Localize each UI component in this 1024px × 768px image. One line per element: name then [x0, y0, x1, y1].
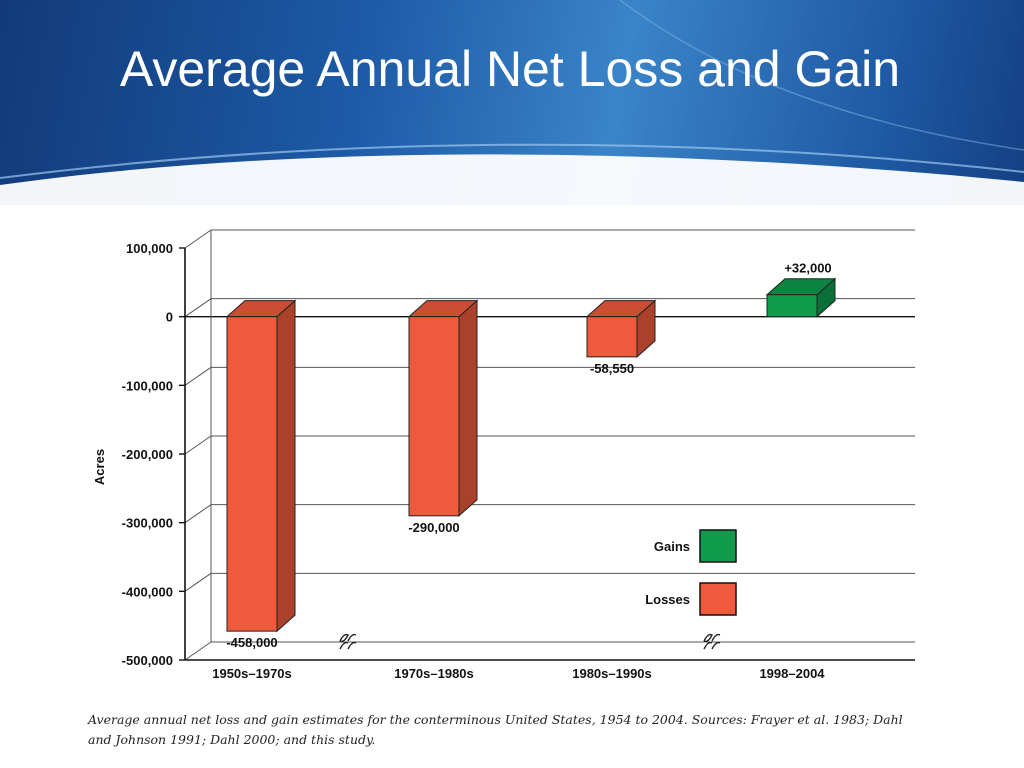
axis-break-mark [703, 633, 721, 643]
gridline-depth [184, 435, 212, 455]
header-swoosh [0, 0, 1024, 205]
bar-chart: 100,000 0 -100,000 -200,000 -300,000 -400,000… [92, 229, 915, 681]
chart-area: 100,000 0 -100,000 -200,000 -300,000 -400,000… [0, 205, 1024, 705]
y-tick-label: -100,000 [122, 378, 173, 393]
bar-side [276, 299, 296, 633]
gridline-depth [184, 298, 212, 318]
axis-break-mark [339, 641, 357, 650]
y-tick-label: -500,000 [122, 653, 173, 668]
bar-side [458, 299, 478, 517]
gridline-depth [184, 641, 212, 661]
gridline-depth [184, 572, 212, 592]
gridline-depth [184, 366, 212, 386]
bar [586, 316, 638, 358]
x-tick-label: 1998–2004 [759, 666, 825, 681]
x-tick-label: 1950s–1970s [212, 666, 292, 681]
data-label: +32,000 [784, 261, 831, 276]
legend-swatch [699, 582, 737, 616]
y-tick-label: -300,000 [122, 516, 173, 531]
x-tick-label: 1980s–1990s [572, 666, 652, 681]
data-label: -58,550 [590, 361, 634, 376]
slide-title: Average Annual Net Loss and Gain [119, 41, 901, 97]
y-tick-label: -200,000 [122, 447, 173, 462]
x-tick-label: 1970s–1980s [394, 666, 474, 681]
axis-break-mark [703, 641, 721, 650]
legend-label: Losses [645, 592, 690, 607]
y-tick-label: 0 [166, 310, 173, 325]
data-label: -290,000 [408, 520, 459, 535]
bar [766, 294, 818, 318]
figure-caption: Average annual net loss and gain estimat… [88, 712, 903, 747]
axis-break-mark [339, 633, 357, 643]
bar [226, 316, 278, 632]
bar [408, 316, 460, 517]
y-tick-label: 100,000 [126, 241, 173, 256]
y-tick-label: -400,000 [122, 584, 173, 599]
data-label: -458,000 [226, 635, 277, 650]
legend-label: Gains [654, 539, 690, 554]
legend-swatch [699, 529, 737, 563]
slide-header: Average Annual Net Loss and Gain [0, 0, 1024, 205]
gridline-depth [184, 229, 212, 249]
y-axis-label: Acres [92, 449, 107, 485]
gridline-depth [184, 504, 212, 524]
